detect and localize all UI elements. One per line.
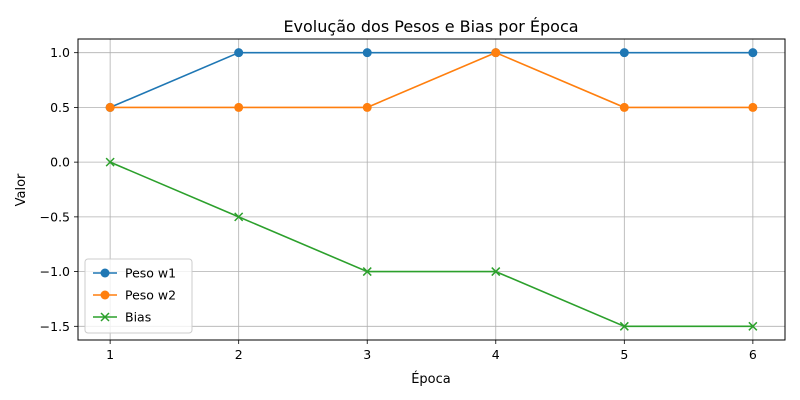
data-point-peso-w2 (362, 102, 372, 112)
data-point-peso-w2 (105, 102, 115, 112)
x-tick-label: 4 (492, 347, 500, 362)
data-point-peso-w2 (491, 48, 501, 58)
data-point-bias (105, 157, 115, 167)
data-point-bias (491, 267, 501, 277)
y-tick-label: −1.0 (40, 264, 70, 279)
legend-marker (100, 290, 110, 300)
x-tick-label: 5 (620, 347, 628, 362)
x-tick-label: 3 (363, 347, 371, 362)
series-line-peso-w1 (109, 51, 753, 109)
series-bias (105, 157, 758, 331)
legend-marker (100, 268, 110, 278)
data-point-peso-w1 (234, 48, 244, 58)
x-axis-label: Época (411, 371, 451, 387)
series-line-peso-w2 (110, 51, 753, 109)
chart-title: Evolução dos Pesos e Bias por Época (283, 17, 578, 36)
legend-item-peso-w2: Peso w2 (93, 288, 176, 303)
y-tick-label: −1.5 (40, 319, 70, 334)
plot-frame (77, 38, 786, 341)
data-point-bias (619, 321, 629, 331)
legend-marker (100, 312, 110, 322)
series-line-bias (109, 161, 753, 328)
data-point-bias (748, 321, 758, 331)
y-tick-label: 0.5 (50, 100, 70, 115)
series-peso-w2 (105, 48, 758, 112)
data-point-peso-w1 (619, 48, 629, 58)
y-axis-label: Valor (14, 173, 29, 206)
y-tick-label: −0.5 (40, 209, 70, 224)
y-axis: −1.5 −1.0 −0.5 0.0 0.5 1.0 (40, 45, 78, 334)
data-point-peso-w2 (619, 102, 629, 112)
data-point-peso-w1 (748, 48, 758, 58)
x-tick-label: 1 (106, 347, 114, 362)
x-tick-label: 6 (749, 347, 757, 362)
data-point-peso-w2 (234, 102, 244, 112)
x-axis: 1 2 3 4 5 6 (106, 340, 757, 362)
y-tick-label: 0.0 (50, 155, 70, 170)
series-layer (105, 48, 758, 331)
legend: Peso w1 Peso w2 Bias (84, 258, 193, 334)
legend-label: Peso w2 (125, 288, 176, 303)
data-point-peso-w2 (748, 102, 758, 112)
legend-box (84, 258, 193, 334)
legend-label: Bias (125, 310, 151, 325)
data-point-peso-w1 (362, 48, 372, 58)
y-tick-label: 1.0 (50, 45, 70, 60)
legend-item-bias: Bias (93, 310, 151, 325)
data-point-bias (234, 212, 244, 222)
legend-item-peso-w1: Peso w1 (93, 266, 176, 281)
x-tick-label: 2 (235, 347, 243, 362)
data-point-bias (362, 267, 372, 277)
legend-label: Peso w1 (125, 266, 176, 281)
